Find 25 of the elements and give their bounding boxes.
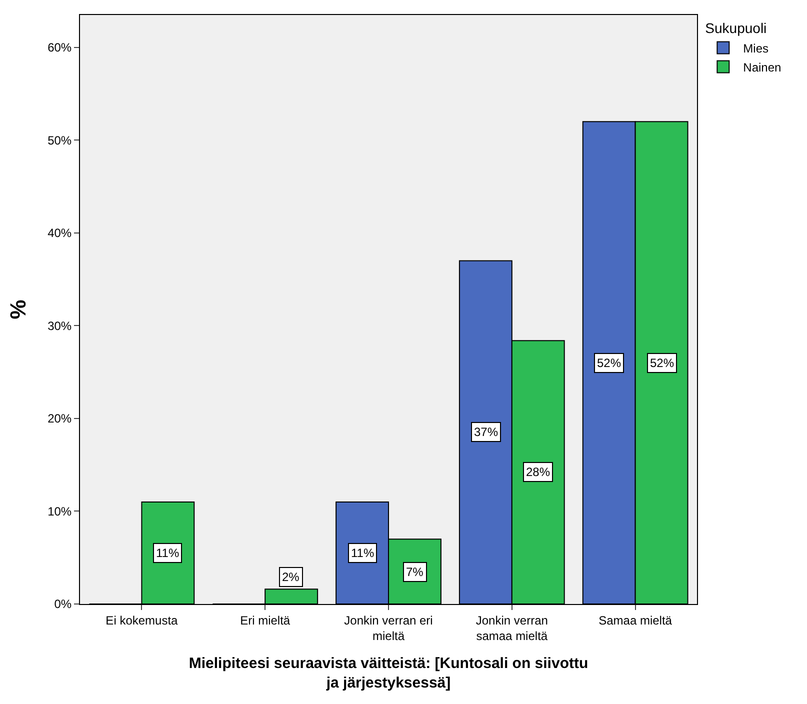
data-label: 11% (351, 546, 374, 560)
legend-title: Sukupuoli (705, 20, 767, 36)
data-label: 2% (282, 570, 300, 584)
data-label: 11% (156, 546, 180, 560)
y-tick-label: 0% (54, 597, 72, 612)
x-tick-label: Jonkin verran eri mieltä (344, 613, 433, 643)
y-tick-label: 20% (48, 412, 72, 426)
legend-label: Nainen (743, 60, 782, 74)
y-axis-title: % (5, 300, 30, 320)
y-tick-label: 30% (48, 318, 72, 333)
legend-label: Mies (743, 41, 769, 56)
data-label: 7% (406, 565, 424, 579)
y-tick-label: 60% (48, 40, 72, 55)
data-label: 52% (650, 356, 674, 370)
data-label: 52% (597, 356, 622, 370)
data-label: 37% (474, 425, 498, 439)
x-tick-label: Jonkin verran samaa mieltä (476, 613, 548, 643)
x-tick-label: Samaa mieltä (598, 613, 672, 628)
x-tick-label: Eri mieltä (240, 613, 290, 628)
x-axis-title: Mielipiteesi seuraavista väitteistä: [Kuntosali on siivottu ja järjestyksessä] (188, 655, 588, 692)
data-label: 28% (526, 465, 550, 479)
x-tick-label: Ei kokemusta (106, 613, 178, 628)
y-tick-label: 10% (48, 504, 72, 518)
y-tick-label: 40% (48, 226, 72, 240)
y-tick-label: 50% (48, 133, 72, 148)
